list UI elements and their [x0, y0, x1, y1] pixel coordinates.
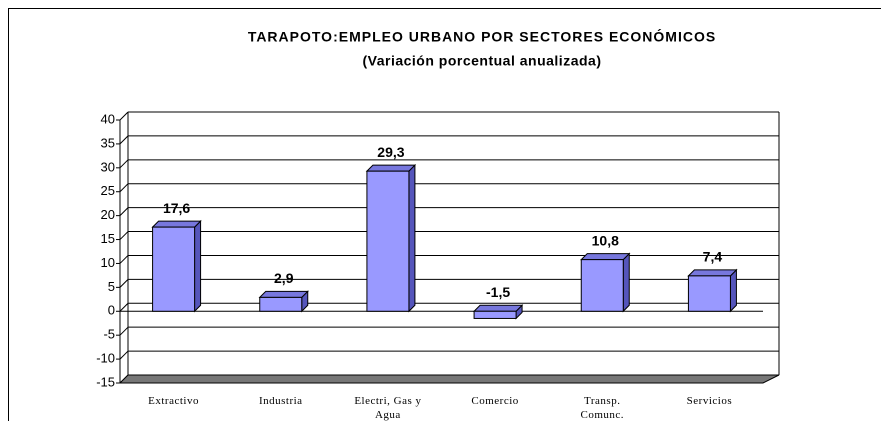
y-tick-label: 15 [101, 231, 115, 246]
bar-side [622, 252, 630, 313]
bar-top [580, 253, 631, 261]
bar-side [194, 219, 202, 313]
data-label: -1,5 [486, 284, 510, 300]
y-tick-label: 20 [101, 207, 115, 222]
bar-top [365, 164, 417, 172]
data-label: 10,8 [592, 232, 619, 248]
x-tick-label: Extractivo [148, 395, 199, 407]
grid-diagonal [119, 302, 129, 312]
chart-subtitle: (Variación porcentual anualizada) [362, 53, 601, 69]
x-tick-label: Industria [258, 395, 303, 407]
grid-diagonal [119, 159, 129, 169]
floor [118, 374, 780, 384]
grid-diagonal [119, 231, 129, 240]
bar-side [408, 163, 416, 313]
bar [580, 259, 624, 312]
y-tick-label: 40 [101, 111, 115, 126]
bar [366, 170, 410, 312]
grid-diagonal [119, 279, 129, 288]
grid-diagonal [119, 207, 129, 216]
chart-border [8, 8, 881, 421]
y-tick-label: 10 [101, 255, 115, 270]
x-tick-label: Servicios [686, 395, 733, 407]
grid-diagonal [119, 255, 129, 264]
y-tick-label: -5 [103, 327, 115, 342]
bar-top [472, 304, 524, 312]
bar [687, 275, 731, 312]
bar [259, 296, 303, 312]
bar [152, 226, 196, 312]
y-tick-label: -10 [96, 351, 115, 366]
grid-diagonal [119, 111, 129, 121]
bar-top [151, 220, 202, 228]
y-tick-label: 0 [108, 303, 115, 318]
data-label: 17,6 [163, 200, 190, 216]
bar-top [687, 269, 738, 277]
y-tick-label: 30 [101, 159, 115, 174]
y-tick-label: -15 [96, 374, 115, 389]
grid-diagonal [119, 326, 129, 336]
bar-top [258, 290, 309, 298]
x-tick-label: Electri, Gas y Agua [354, 395, 422, 421]
x-tick-label: Comercio [471, 395, 519, 407]
data-label: 2,9 [274, 270, 294, 286]
y-tick-label: 35 [101, 135, 115, 150]
data-label: 7,4 [703, 249, 723, 265]
grid-diagonal [119, 183, 129, 193]
y-tick-label: 25 [101, 183, 115, 198]
x-tick-label: Transp. Comunc. [580, 395, 625, 421]
bar [473, 310, 517, 319]
chart-title: TARAPOTO:EMPLEO URBANO POR SECTORES ECON… [248, 28, 716, 45]
y-tick-label: 5 [108, 279, 115, 294]
grid-diagonal [119, 350, 129, 360]
bar-side [729, 268, 737, 313]
data-label: 29,3 [377, 144, 404, 160]
grid-diagonal [119, 135, 129, 145]
